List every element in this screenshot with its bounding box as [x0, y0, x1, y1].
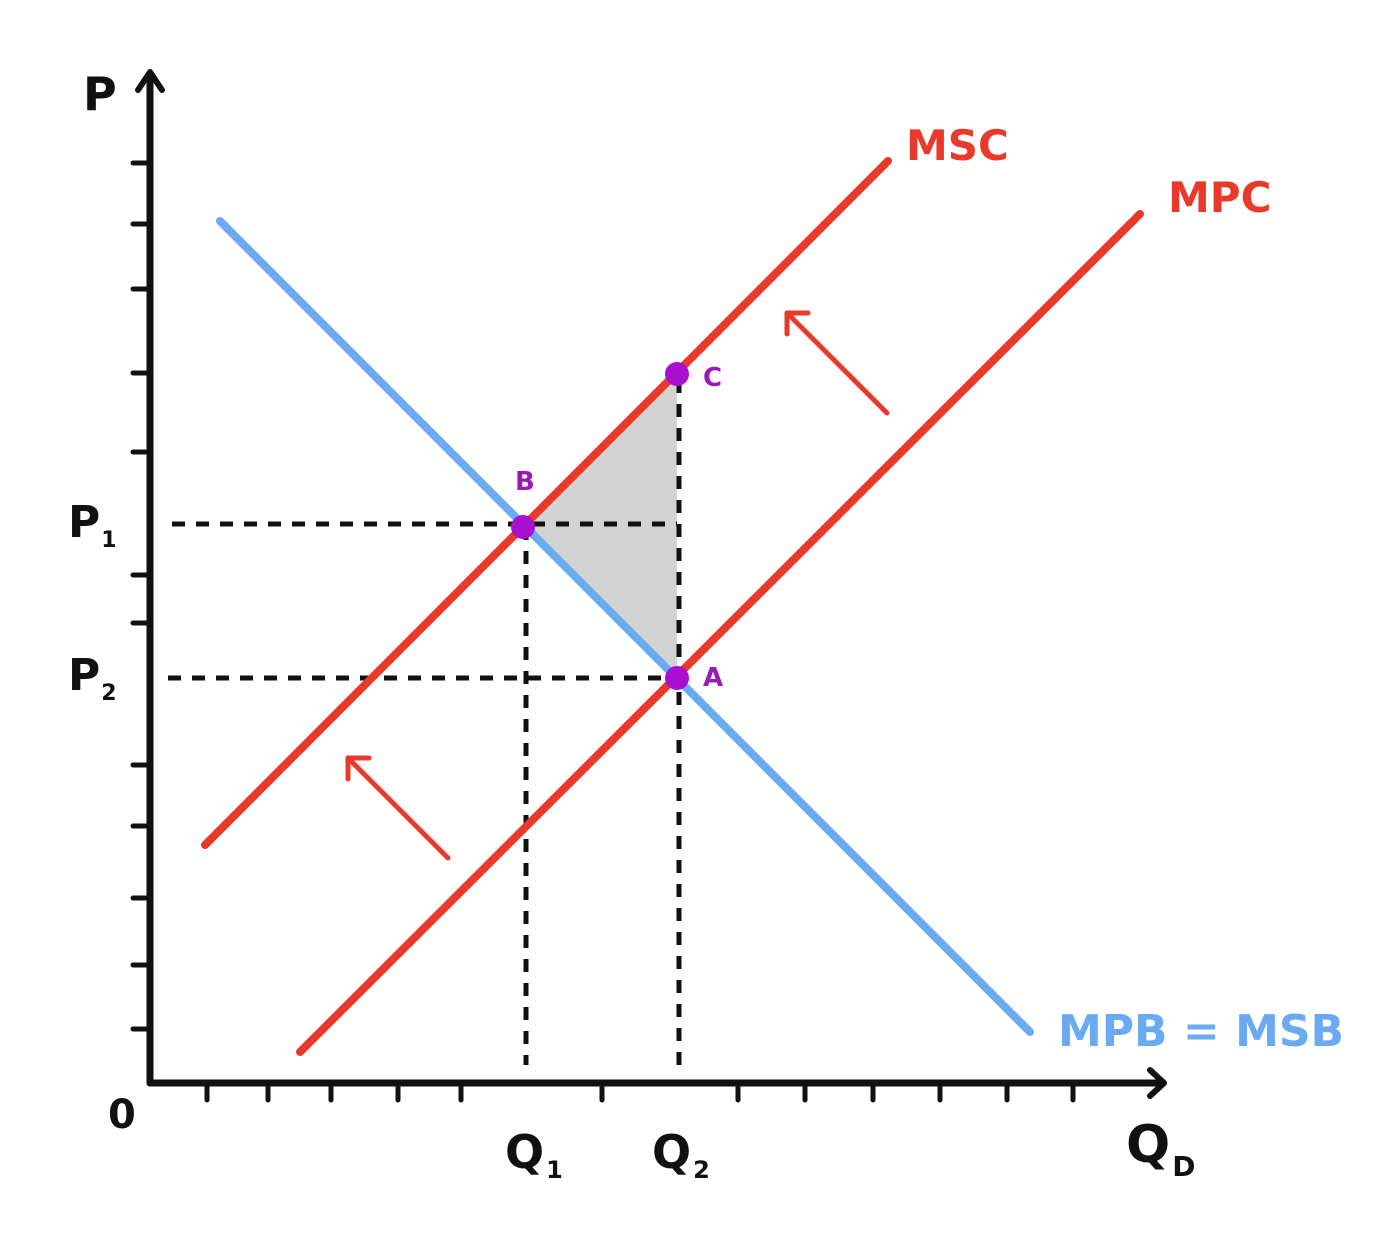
- shift-arrow-upper: [784, 310, 890, 416]
- x-axis-label: QD: [1126, 1115, 1195, 1183]
- p1-label: P1: [68, 497, 117, 553]
- shift-arrow-lower: [345, 755, 451, 861]
- mpc-label: MPC: [1168, 173, 1271, 222]
- demand-curve: [216, 217, 1034, 1036]
- welfare-loss-area: [523, 374, 677, 678]
- y-axis-arrowhead: [135, 69, 165, 93]
- guide-lines: [168, 380, 682, 1068]
- y-axis-label: P: [83, 67, 117, 121]
- x-axis-ticks: [204, 1082, 1076, 1103]
- origin-label: 0: [108, 1092, 136, 1138]
- q1-label: Q1: [505, 1125, 563, 1184]
- x-axis-arrowhead: [1147, 1067, 1167, 1099]
- mpc-curve: [296, 210, 1144, 1056]
- point-a-label: A: [703, 663, 723, 693]
- point-a-marker: [665, 666, 689, 690]
- point-b-label: B: [515, 467, 535, 497]
- point-c-marker: [665, 362, 689, 386]
- point-b-marker: [511, 515, 535, 539]
- msc-curve: [201, 157, 892, 849]
- p2-label: P2: [68, 650, 117, 706]
- msc-label: MSC: [906, 121, 1009, 170]
- q2-label: Q2: [652, 1125, 710, 1184]
- demand-label: MPB = MSB: [1058, 1006, 1344, 1057]
- point-c-label: C: [703, 363, 722, 393]
